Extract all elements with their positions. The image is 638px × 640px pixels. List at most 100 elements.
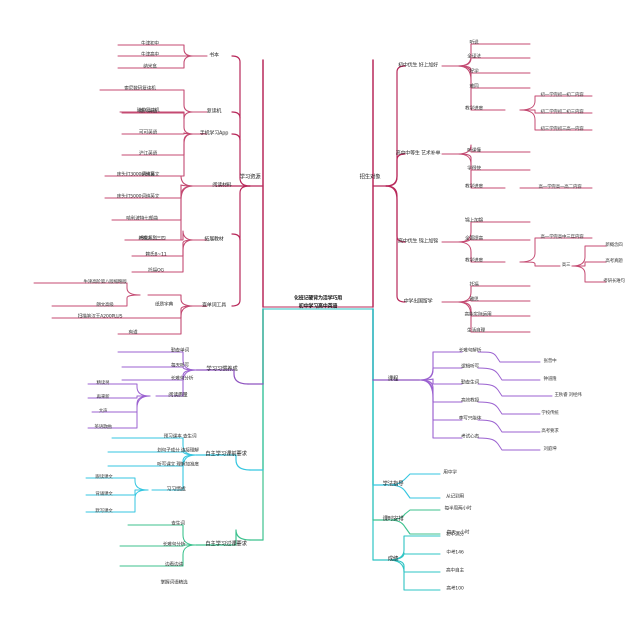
node-logical-dictation[interactable]: 逻辑听写 xyxy=(461,364,479,370)
node-new-concept-4[interactable]: 新概念四 xyxy=(605,242,623,248)
node-hujiang-english[interactable]: 沪江英语 xyxy=(139,151,157,157)
node-nanometer-box-2[interactable]: 纳米盒 xyxy=(141,172,155,178)
node-hard-same[interactable]: 难同 xyxy=(469,84,479,90)
node-lazy-english[interactable]: 懒人英语 xyxy=(139,109,157,115)
branch-label-selfstudy-pre[interactable]: 自主学习课前要求 xyxy=(205,451,247,458)
center-topic[interactable]: 化班记硬背为活学巧用 初中学习高中英语 xyxy=(293,295,343,310)
node-zhong-daolong[interactable]: 钟道隆 xyxy=(543,376,557,382)
node-oxford-senior[interactable]: 牛津高中 xyxy=(141,52,159,58)
node-ielts[interactable]: 雅思 xyxy=(469,297,479,303)
node-english-songs[interactable]: 英语歌曲 xyxy=(94,424,112,430)
node-dictionary-tools[interactable]: 查单词工具 xyxy=(201,302,227,309)
node-junior-top-student[interactable]: 初中优生 好上加好 xyxy=(398,62,438,69)
node-senior-independent[interactable]: 高中自主 xyxy=(446,568,464,574)
node-practical-usage[interactable]: 高能实际运用 xyxy=(464,312,492,318)
node-daily-living[interactable]: 生活自理 xyxy=(467,328,485,334)
node-grade8-covers-g8-g9[interactable]: 初二学完初二初三内容 xyxy=(540,109,584,115)
node-read-while-watching[interactable]: 边看边读 xyxy=(165,562,183,568)
node-gaokao-past-papers[interactable]: 高考真题 xyxy=(605,258,623,264)
node-reading-material[interactable]: 阅读材料 xyxy=(212,182,232,189)
branch-label-method-guidance[interactable]: 学法指导 xyxy=(382,481,404,488)
node-memory-to-usage[interactable]: 从记到用 xyxy=(446,494,464,500)
node-exam-mindset[interactable]: 考试心态 xyxy=(461,434,479,440)
node-learn-by-using[interactable]: 用中学 xyxy=(443,470,457,476)
node-teaching-progress-junior[interactable]: 教学进度 xyxy=(465,106,483,112)
node-long-sentence-analysis-2[interactable]: 长难句分析 xyxy=(162,542,186,548)
node-bookworm-series[interactable]: 书虫系列 xyxy=(139,236,157,242)
node-long-sentence-analysis-left[interactable]: 长难句分析 xyxy=(170,376,194,382)
node-postgrad-long-sentences[interactable]: 考研长难句 xyxy=(603,278,625,284)
node-write-text-from-memory[interactable]: 默写课文 xyxy=(95,508,113,514)
branch-label-class-schedule[interactable]: 课时安排 xyxy=(382,516,404,523)
node-nanometer-box-1[interactable]: 纳米盒 xyxy=(143,64,157,70)
node-parse-sentence-structure[interactable]: 划句子成分 连接理解 xyxy=(157,448,199,454)
node-toefl-og[interactable]: 托福OG xyxy=(148,268,164,274)
branch-label-courses[interactable]: 课程 xyxy=(387,376,399,383)
node-reading-quality[interactable]: 阅读质量 xyxy=(168,392,188,399)
node-dictate-text-accuracy[interactable]: 听写课文 理解加准度 xyxy=(157,462,199,468)
node-longman-advanced[interactable]: 朗文高级 xyxy=(96,302,114,308)
branch-label-selfstudy-post[interactable]: 自主学习过课要求 xyxy=(205,541,247,548)
node-diligent-vocab[interactable]: 勤查生词 xyxy=(461,380,479,386)
node-phone-learning-app[interactable]: 手机学习App xyxy=(199,130,229,137)
node-books[interactable]: 书本 xyxy=(209,52,219,59)
node-scan-pen-a200plus[interactable]: 扫描笔汉王A200PLUS xyxy=(77,314,123,320)
node-zhongkao-146[interactable]: 中考146 xyxy=(446,550,464,556)
node-listening-speaking[interactable]: 听说 xyxy=(469,40,479,46)
node-g10-covers-3-years[interactable]: 高一学完高中三年内容 xyxy=(540,234,584,240)
node-recite-text[interactable]: 背诵课文 xyxy=(95,491,113,497)
node-paper-dictionary[interactable]: 纸质字典 xyxy=(155,302,173,308)
node-master-vocab-selection[interactable]: 掌握词语精选 xyxy=(160,580,188,586)
node-preview-text-find-words[interactable]: 预习课本 查生词 xyxy=(163,434,197,440)
node-follow-read-text[interactable]: 跟读课文 xyxy=(95,474,113,480)
node-writing-ability[interactable]: 李写只能体 xyxy=(458,416,482,422)
node-full-translation[interactable]: 全译法 xyxy=(467,54,481,60)
branch-label-study-habits[interactable]: 学习习惯养成 xyxy=(206,366,238,373)
node-new-concept-234[interactable]: 新概念二三四 xyxy=(138,236,166,242)
node-senior-top-student[interactable]: 高中优生 锦上加锦 xyxy=(398,238,438,245)
node-long-sentence-parsing[interactable]: 长难句解析 xyxy=(458,348,482,354)
node-read-aloud[interactable]: 大声 xyxy=(98,408,108,414)
node-understand-lesson[interactable]: 听课懂 xyxy=(467,148,481,154)
node-teacher-zhang[interactable]: 张普中 xyxy=(543,358,557,364)
node-wang-liu-teachers[interactable]: 王秋睿 刘经纬 xyxy=(554,392,582,398)
node-keke-english[interactable]: 可可英语 xyxy=(139,130,157,136)
node-teaching-progress-senior-top[interactable]: 教学进度 xyxy=(465,258,483,264)
node-habit-formation[interactable]: 习习惯成 xyxy=(166,486,186,493)
node-diligent-lookup[interactable]: 勤查单词 xyxy=(171,348,189,354)
node-school-tradition[interactable]: 学校传统 xyxy=(541,410,559,416)
node-grade7-covers-g7-g8[interactable]: 初一学完初一初二内容 xyxy=(540,92,584,98)
node-harry-potter[interactable]: 哈利波特七部曲 xyxy=(126,216,158,222)
node-good-learning[interactable]: 好学 xyxy=(469,69,479,75)
node-junior-full-marks[interactable]: 初中满分 xyxy=(446,532,464,538)
node-review-new[interactable]: 再来新 xyxy=(96,394,110,400)
node-senior-average-student[interactable]: 高中中等生 艺术补单 xyxy=(395,150,441,157)
node-gaokao-100[interactable]: 高考100 xyxy=(446,586,464,592)
node-repeater[interactable]: 复读机 xyxy=(206,108,222,115)
node-toefl[interactable]: 托福 xyxy=(469,282,479,288)
node-bedside-lamp-3000[interactable]: 床头灯3000词纯英文 xyxy=(116,172,160,178)
node-oxford-junior[interactable]: 牛津初中 xyxy=(141,41,159,47)
node-liu-tingkun[interactable]: 刘庭坤 xyxy=(543,446,557,452)
node-intensive-reading[interactable]: 精读另 xyxy=(96,380,110,386)
node-two-hours-biweekly[interactable]: 每半周两小时 xyxy=(444,506,472,512)
node-gaokao-requirement[interactable]: 高考要求 xyxy=(541,428,559,434)
node-daily-dictation[interactable]: 每天听写 xyxy=(171,363,189,369)
node-one-hour-daily[interactable]: 每天一小时 xyxy=(446,530,470,536)
node-grade12[interactable]: 高三 xyxy=(561,262,571,268)
node-efficient-teaching[interactable]: 高效教授 xyxy=(461,398,479,404)
node-teaching-progress-senior-mid[interactable]: 教学进度 xyxy=(465,184,483,190)
node-icing-on-cake[interactable]: 锦上加锦 xyxy=(465,218,483,224)
node-tape-repeater[interactable]: 磁带复读机 xyxy=(136,108,160,114)
node-study-abroad[interactable]: 中学出国留学 xyxy=(403,298,433,305)
node-find-new-words[interactable]: 查生词 xyxy=(171,521,185,527)
node-g10-covers-g10-g11[interactable]: 高一学完高一高二内容 xyxy=(538,184,582,190)
branch-label-enrollment-target[interactable]: 招生对象 xyxy=(359,174,381,181)
node-laishi-8-11[interactable]: 赖氏8~11 xyxy=(145,252,167,258)
node-bedside-lamp-5000[interactable]: 床头灯5000词纯英文 xyxy=(116,194,160,200)
node-learn-fast[interactable]: 学得快 xyxy=(467,166,481,172)
node-comprehensive-improve[interactable]: 全面提高 xyxy=(465,236,483,242)
node-sony-digital-repeater[interactable]: 索尼数码复读机 xyxy=(124,86,156,92)
node-extended-textbook[interactable]: 拓展教材 xyxy=(204,236,224,243)
branch-label-study-resources[interactable]: 学习资源 xyxy=(239,174,261,181)
